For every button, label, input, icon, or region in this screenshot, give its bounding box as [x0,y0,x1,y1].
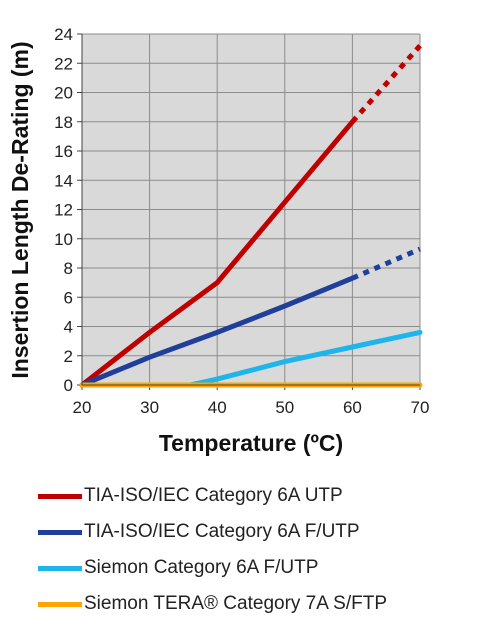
x-tick-label: 70 [411,398,430,417]
legend-item: TIA-ISO/IEC Category 6A F/UTP [38,514,488,550]
legend: TIA-ISO/IEC Category 6A UTP TIA-ISO/IEC … [38,478,488,622]
x-tick-label: 20 [73,398,92,417]
y-tick-label: 4 [64,318,73,337]
legend-item: Siemon TERA® Category 7A S/FTP [38,586,488,622]
legend-swatch [38,601,82,607]
x-tick-label: 30 [140,398,159,417]
legend-swatch [38,565,82,571]
y-tick-label: 24 [54,25,73,44]
x-axis-title: Temperature (ºC) [159,430,343,456]
series-line [79,119,355,388]
y-axis-title: Insertion Length De-Rating (m) [7,41,33,378]
legend-swatch [38,529,82,535]
x-tick-label: 50 [275,398,294,417]
y-tick-label: 22 [54,54,73,73]
y-tick-label: 10 [54,230,73,249]
y-tick-label: 8 [64,259,73,278]
legend-label: Siemon TERA® Category 7A S/FTP [84,593,387,614]
y-tick-label: 2 [64,347,73,366]
x-tick-label: 60 [343,398,362,417]
legend-item: Siemon Category 6A F/UTP [38,550,488,586]
x-tick-label: 40 [208,398,227,417]
y-tick-label: 6 [64,288,73,307]
legend-item: TIA-ISO/IEC Category 6A UTP [38,478,488,514]
y-tick-label: 0 [64,376,73,395]
y-tick-label: 18 [54,113,73,132]
y-tick-label: 20 [54,84,73,103]
y-tick-label: 16 [54,142,73,161]
series-line-extrapolated [350,44,422,124]
y-tick-label: 14 [54,171,73,190]
legend-label: TIA-ISO/IEC Category 6A F/UTP [84,521,360,542]
series-line-extrapolated [351,246,421,281]
legend-label: TIA-ISO/IEC Category 6A UTP [84,485,343,506]
y-tick-label: 12 [54,201,73,220]
legend-label: Siemon Category 6A F/UTP [84,557,319,578]
gridlines [82,33,421,385]
series-line [79,275,355,388]
axes [81,34,420,386]
legend-swatch [38,493,82,499]
